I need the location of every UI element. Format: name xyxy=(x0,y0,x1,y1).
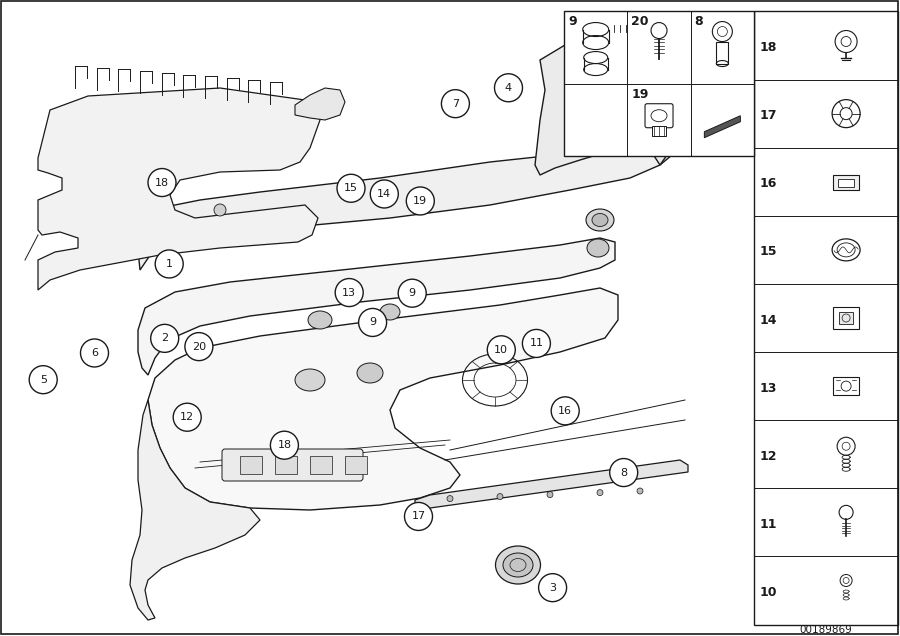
Circle shape xyxy=(270,431,299,459)
Text: 4: 4 xyxy=(505,83,512,93)
Text: 14: 14 xyxy=(760,314,778,326)
Text: 8: 8 xyxy=(695,15,703,29)
Circle shape xyxy=(184,333,213,361)
Text: 18: 18 xyxy=(277,440,292,450)
Text: 9: 9 xyxy=(409,288,416,298)
Circle shape xyxy=(447,495,453,502)
Bar xyxy=(754,11,898,625)
Bar xyxy=(833,377,860,395)
Text: 13: 13 xyxy=(760,382,778,394)
Text: 3: 3 xyxy=(549,583,556,593)
Ellipse shape xyxy=(380,304,400,320)
Polygon shape xyxy=(135,142,672,270)
Text: 19: 19 xyxy=(632,88,649,100)
Circle shape xyxy=(80,339,109,367)
Text: 14: 14 xyxy=(377,189,392,199)
Bar xyxy=(564,11,754,156)
Circle shape xyxy=(497,494,503,500)
Text: 15: 15 xyxy=(344,183,358,193)
Polygon shape xyxy=(535,35,672,175)
Bar xyxy=(833,307,860,329)
Text: 20: 20 xyxy=(192,342,206,352)
Bar xyxy=(345,456,367,474)
Circle shape xyxy=(398,279,427,307)
Ellipse shape xyxy=(295,369,325,391)
Circle shape xyxy=(173,403,202,431)
Text: 9: 9 xyxy=(568,15,577,29)
Text: 2: 2 xyxy=(161,333,168,343)
Bar xyxy=(240,456,262,474)
Ellipse shape xyxy=(357,363,383,383)
Circle shape xyxy=(538,574,567,602)
Circle shape xyxy=(148,169,176,197)
Circle shape xyxy=(406,187,435,215)
Text: 13: 13 xyxy=(342,287,356,298)
Ellipse shape xyxy=(592,214,608,226)
Circle shape xyxy=(637,488,643,494)
Bar xyxy=(839,312,853,324)
Circle shape xyxy=(155,250,184,278)
Bar xyxy=(275,456,297,474)
Polygon shape xyxy=(130,400,260,620)
Text: 5: 5 xyxy=(40,375,47,385)
Text: 11: 11 xyxy=(760,518,778,531)
Circle shape xyxy=(494,74,523,102)
Polygon shape xyxy=(415,460,688,512)
Polygon shape xyxy=(148,288,618,510)
Polygon shape xyxy=(608,30,640,52)
Circle shape xyxy=(522,329,551,357)
Bar xyxy=(310,456,332,474)
Ellipse shape xyxy=(587,239,609,257)
Bar xyxy=(652,126,666,135)
Polygon shape xyxy=(705,116,741,138)
Bar xyxy=(716,41,728,64)
Circle shape xyxy=(337,174,365,202)
Text: 8: 8 xyxy=(620,467,627,478)
Bar xyxy=(838,179,854,187)
Circle shape xyxy=(150,324,179,352)
Circle shape xyxy=(214,204,226,216)
Text: 9: 9 xyxy=(369,317,376,328)
Text: 00189869: 00189869 xyxy=(799,625,851,635)
Text: 18: 18 xyxy=(760,41,778,54)
Circle shape xyxy=(487,336,516,364)
Text: 17: 17 xyxy=(411,511,426,522)
Circle shape xyxy=(335,279,364,307)
Text: 11: 11 xyxy=(529,338,544,349)
Text: 1: 1 xyxy=(166,259,173,269)
Circle shape xyxy=(441,90,470,118)
Circle shape xyxy=(609,459,638,487)
Circle shape xyxy=(551,397,580,425)
Text: 17: 17 xyxy=(760,109,778,122)
Circle shape xyxy=(547,492,553,497)
Text: 16: 16 xyxy=(760,177,778,190)
Circle shape xyxy=(404,502,433,530)
Bar xyxy=(833,175,860,190)
Text: 6: 6 xyxy=(91,348,98,358)
Polygon shape xyxy=(295,88,345,120)
Ellipse shape xyxy=(586,209,614,231)
Polygon shape xyxy=(138,238,615,375)
Polygon shape xyxy=(38,88,320,290)
Text: 12: 12 xyxy=(760,450,778,463)
FancyBboxPatch shape xyxy=(645,104,673,128)
FancyBboxPatch shape xyxy=(222,449,363,481)
Text: 19: 19 xyxy=(413,196,428,206)
Text: 20: 20 xyxy=(632,15,649,29)
Circle shape xyxy=(370,180,399,208)
Text: 10: 10 xyxy=(494,345,508,355)
Circle shape xyxy=(29,366,58,394)
Text: 15: 15 xyxy=(760,245,778,258)
Text: 7: 7 xyxy=(452,99,459,109)
Circle shape xyxy=(358,308,387,336)
Text: 16: 16 xyxy=(558,406,572,416)
Ellipse shape xyxy=(503,553,533,577)
Text: 10: 10 xyxy=(760,586,778,599)
Ellipse shape xyxy=(496,546,541,584)
Text: 18: 18 xyxy=(155,177,169,188)
Text: 12: 12 xyxy=(180,412,194,422)
Circle shape xyxy=(597,490,603,495)
Ellipse shape xyxy=(308,311,332,329)
